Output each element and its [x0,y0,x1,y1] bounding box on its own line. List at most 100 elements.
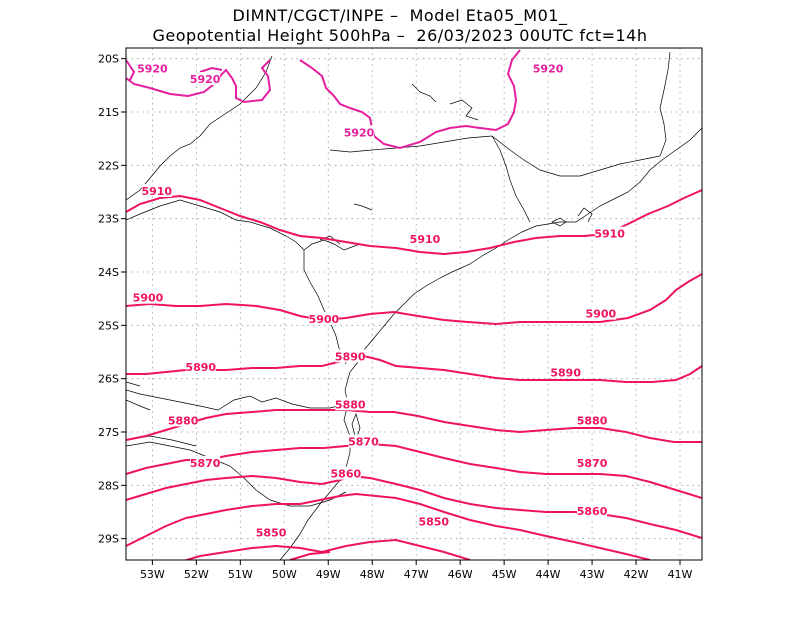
contour-5920-b [299,49,521,150]
x-tick-label: 50W [272,568,297,581]
border-ms-go [126,135,201,201]
y-tick-label: 23S [98,213,119,226]
contour-label-bg [168,413,199,427]
contour-label-bg [330,466,361,480]
y-tick-label: 22S [98,159,119,172]
y-tick-label: 26S [98,373,119,386]
contour-label: 5850 [418,516,449,529]
border-ms-pr [126,199,305,251]
contour-label-bg [190,456,221,469]
x-tick-label: 46W [448,568,473,581]
contour-label-bg [185,360,216,373]
contour-label: 5880 [577,414,608,427]
contour-label: 5870 [190,457,221,470]
reservoir-1 [411,83,437,103]
contour-label-bg [137,61,168,75]
contour-label-bg [335,349,366,363]
border-rj-sp [491,135,531,223]
contour-label: 5890 [185,361,216,374]
border-pr-sc [126,389,346,411]
contour-label: 5900 [586,308,617,321]
y-tick-label: 27S [98,426,119,439]
contour-label-bg [585,306,616,320]
contour-5920-a [126,59,272,104]
contour-label-bg [533,61,564,75]
contour-5840 [183,538,471,560]
contour-5920-c [126,59,136,81]
contour-label-bg [190,72,221,85]
x-tick-label: 43W [580,568,605,581]
x-tick-label: 41W [668,568,693,581]
contour-label-bg [348,434,379,448]
reservoir-2 [449,99,479,121]
border-mg-rj [491,135,661,177]
contour-label: 5850 [256,526,287,539]
contour-label: 5870 [348,436,379,449]
x-tick-label: 53W [140,568,165,581]
reservoir-3 [353,203,373,211]
contour-label-bg [335,397,366,411]
x-tick-label: 49W [316,568,341,581]
contour-5870 [126,442,702,499]
border-sp-mg [329,135,493,153]
contour-label-bg [418,514,449,528]
contour-label-bg [308,312,339,325]
contour-label: 5900 [133,292,164,305]
bay-detail [577,207,593,223]
contour-5850 [126,492,651,560]
border-pr-internal [303,250,347,365]
contour-label-bg [256,525,287,539]
contour-label-bg [344,125,375,139]
contour-label-bg [594,226,625,240]
contour-label-bg [550,365,581,379]
contour-label-bg [409,232,440,245]
contour-label-bg [132,290,163,304]
contour-label: 5890 [550,366,581,379]
contour-label-bg [577,456,608,469]
x-tick-label: 52W [184,568,209,581]
y-tick-label: 21S [98,106,119,119]
y-tick-label: 25S [98,319,119,332]
x-tick-label: 45W [492,568,517,581]
contour-label: 5920 [137,62,168,75]
contour-5840-b [289,551,331,560]
x-tick-label: 44W [536,568,561,581]
y-tick-label: 29S [98,533,119,546]
contour-label: 5860 [577,505,608,518]
border-sc-rs [126,441,347,507]
contour-label: 5910 [410,233,441,246]
x-tick-label: 48W [360,568,385,581]
contour-label-bg [141,184,172,197]
y-axis: 20S 21S 22S 23S 24S 25S 26S 27S 28S 29S [98,53,126,546]
contour-label: 5880 [168,414,199,427]
contour-label: 5870 [577,457,608,470]
ilha-grande-island [551,217,567,227]
contour-label: 5920 [190,73,221,86]
x-tick-label: 42W [624,568,649,581]
contour-label: 5860 [331,468,362,481]
y-tick-label: 24S [98,266,119,279]
border-sp-pr [303,239,361,251]
contour-label: 5910 [594,228,625,241]
border-mg-es [659,51,671,157]
x-tick-label: 47W [404,568,429,581]
x-tick-label: 51W [228,568,253,581]
contour-5880 [126,409,702,443]
contour-label: 5920 [533,62,564,75]
plot-frame [125,47,703,561]
border-west [126,399,151,411]
contour-label: 5920 [344,126,375,139]
grid-lines [126,48,702,560]
contour-label-bg [577,504,608,517]
contour-label-bg [577,413,608,427]
title-line-2: Geopotential Height 500hPa – 26/03/2023 … [152,26,648,45]
y-tick-label: 28S [98,479,119,492]
y-tick-label: 20S [98,53,119,66]
contour-labels: 5920 5920 5920 5920 5910 5910 5910 5900 5900 5900… [132,61,625,539]
contour-label: 5900 [309,313,340,326]
contour-label: 5890 [335,350,366,363]
x-axis: 53W 52W 51W 50W 49W 48W 47W 46W 45W 44W 43W 42W 41W [140,560,693,581]
contour-label: 5880 [335,398,366,411]
contour-5900 [126,273,702,326]
